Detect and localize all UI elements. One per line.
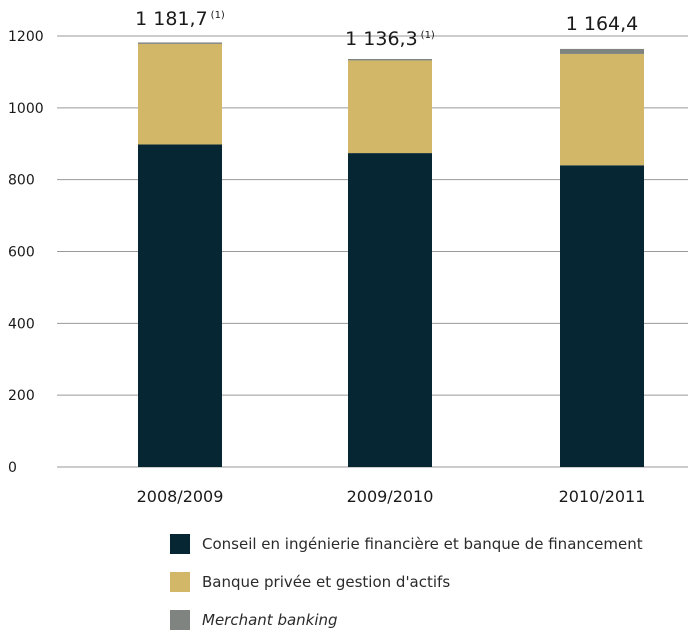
legend: Conseil en ingénierie financière et banq… [170,533,643,631]
footnote-marker: (1) [211,10,225,21]
legend-label-banque-privee: Banque privée et gestion d'actifs [202,573,451,591]
legend-swatch-merchant-banking [170,610,190,630]
total-label: 1 181,7 (1) [135,8,225,30]
total-value: 1 164,4 [566,13,639,35]
y-tick-label: 400 [8,316,35,332]
y-axis-ticks: 0 200 400 600 800 1000 1200 [8,29,44,476]
y-tick-label: 600 [8,245,35,261]
total-value: 1 181,7 [135,8,208,30]
bar-segment [560,53,644,166]
total-labels: 1 181,7 (1)1 136,3 (1)1 164,4 [135,8,638,50]
bar-segment [560,48,644,54]
legend-label-merchant-banking: Merchant banking [202,611,338,629]
category-label: 2009/2010 [347,487,434,506]
total-value: 1 136,3 [345,28,418,50]
total-label: 1 136,3 (1) [345,28,435,50]
category-label: 2010/2011 [559,487,646,506]
legend-swatch-conseil [170,534,190,554]
y-tick-label: 200 [8,388,35,404]
bar-segment [348,58,432,61]
legend-swatch-banque-privee [170,572,190,592]
bar-segment [138,144,222,468]
y-tick-label: 800 [8,173,35,189]
x-axis-categories: 2008/2009 2009/2010 2010/2011 [137,487,646,506]
bar-segment [138,42,222,44]
y-tick-label: 1000 [8,101,44,117]
bars [138,42,644,468]
category-label: 2008/2009 [137,487,224,506]
y-tick-label: 0 [8,460,17,476]
y-tick-label: 1200 [8,29,44,45]
legend-item-banque-privee: Banque privée et gestion d'actifs [170,571,643,593]
legend-label-conseil: Conseil en ingénierie financière et banq… [202,535,643,553]
legend-item-merchant-banking: Merchant banking [170,609,643,631]
legend-item-conseil: Conseil en ingénierie financière et banq… [170,533,643,555]
footnote-marker: (1) [421,30,435,41]
bar-segment [348,153,432,468]
total-label: 1 164,4 [566,13,639,35]
bar-segment [138,43,222,145]
bar-segment [560,165,644,468]
bar-segment [348,60,432,154]
